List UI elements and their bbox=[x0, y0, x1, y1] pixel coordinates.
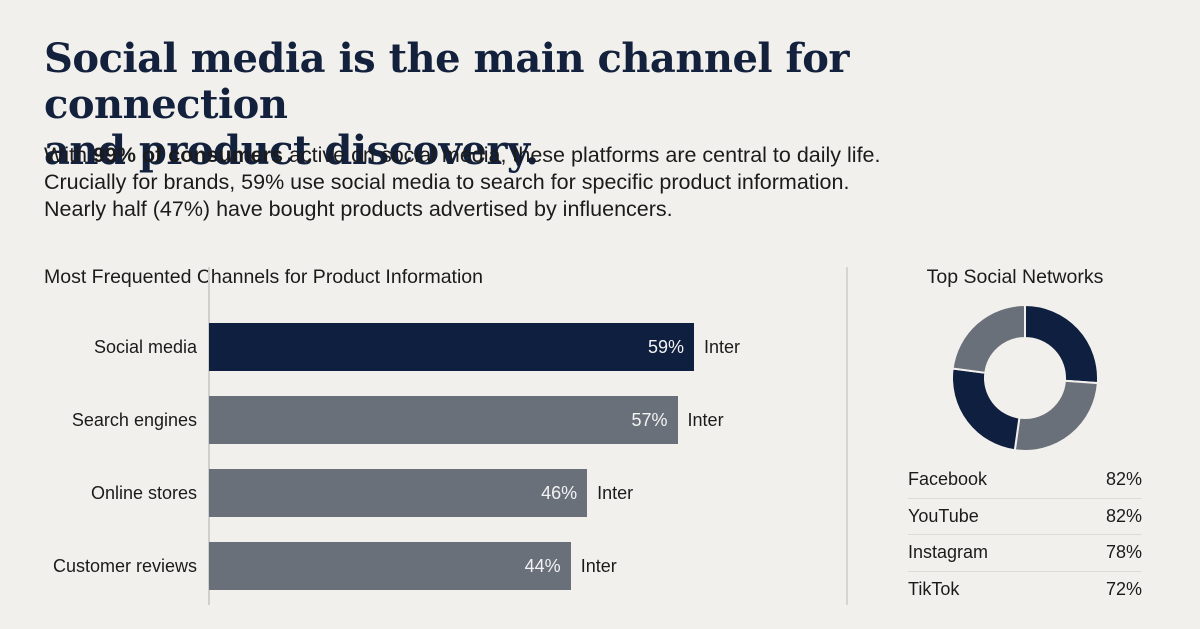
bar-category-label: Search engines bbox=[71, 410, 197, 430]
donut-slice-tiktok bbox=[951, 303, 1026, 374]
intro-text: active on social media, these platforms … bbox=[282, 143, 881, 167]
legend-row: Instagram 78% bbox=[908, 535, 1142, 572]
network-value: 82% bbox=[1105, 505, 1142, 526]
bar: 44% bbox=[209, 542, 571, 590]
bar-value-label: 57% bbox=[631, 410, 668, 430]
page-title: Social media is the main channel for con… bbox=[44, 36, 1044, 174]
bar: 46% bbox=[209, 469, 588, 517]
title-line-1: Social media is the main channel for con… bbox=[44, 35, 850, 128]
bar-category-label: Online stores bbox=[90, 483, 197, 503]
network-value: 72% bbox=[1105, 579, 1142, 600]
title-line-2: and product discovery. bbox=[44, 127, 539, 174]
bar-suffix-label: Inter bbox=[580, 556, 617, 576]
intro-line-2: Crucially for brands, 59% use social med… bbox=[44, 170, 850, 194]
intro-highlight: 99% of consumers bbox=[92, 143, 283, 167]
network-name: YouTube bbox=[908, 505, 979, 526]
bar-value-label: 46% bbox=[541, 483, 578, 503]
bar-category-label: Social media bbox=[93, 337, 197, 357]
bar-row: Online stores 46% Inter bbox=[0, 469, 840, 517]
bar: 59% bbox=[209, 323, 694, 371]
bar-row: Social media 59% Inter bbox=[0, 323, 840, 371]
bar-chart-title: Most Frequented Channels for Product Inf… bbox=[44, 266, 483, 288]
intro-line-1: With 99% of consumers active on social m… bbox=[44, 142, 1044, 169]
donut-slice-youtube bbox=[1013, 379, 1099, 452]
donut-slice-facebook bbox=[1024, 303, 1099, 385]
network-legend-table: Facebook 82% YouTube 82% Instagram 78% TikTok 7… bbox=[908, 462, 1142, 608]
bar-row: Customer reviews 44% Inter bbox=[0, 542, 840, 590]
network-name: TikTok bbox=[908, 579, 960, 600]
bar-suffix-label: Inter bbox=[704, 337, 741, 357]
intro-line-3: Nearly half (47%) have bought products a… bbox=[44, 197, 673, 221]
donut-chart-title: Top Social Networks bbox=[926, 266, 1104, 288]
network-name: Facebook bbox=[908, 469, 988, 490]
network-value: 82% bbox=[1105, 469, 1142, 490]
donut-chart bbox=[951, 303, 1099, 452]
bar-value-label: 44% bbox=[524, 556, 561, 576]
network-name: Instagram bbox=[908, 542, 989, 563]
bar-row: Search engines 57% Inter bbox=[0, 396, 840, 444]
intro-paragraph: With 99% of consumers active on social m… bbox=[44, 142, 1044, 223]
legend-row: TikTok 72% bbox=[908, 572, 1142, 609]
section-divider bbox=[846, 267, 848, 605]
bar: 57% bbox=[209, 396, 678, 444]
intro-text: With bbox=[44, 143, 93, 167]
bar-chart-axis bbox=[208, 267, 210, 605]
bar-suffix-label: Inter bbox=[687, 410, 724, 430]
bar-suffix-label: Inter bbox=[597, 483, 634, 503]
bar-category-label: Customer reviews bbox=[52, 556, 197, 576]
network-value: 78% bbox=[1105, 542, 1142, 563]
legend-row: YouTube 82% bbox=[908, 499, 1142, 535]
legend-row: Facebook 82% bbox=[908, 462, 1142, 499]
donut-slice-instagram bbox=[951, 367, 1021, 452]
bar-value-label: 59% bbox=[647, 337, 684, 357]
